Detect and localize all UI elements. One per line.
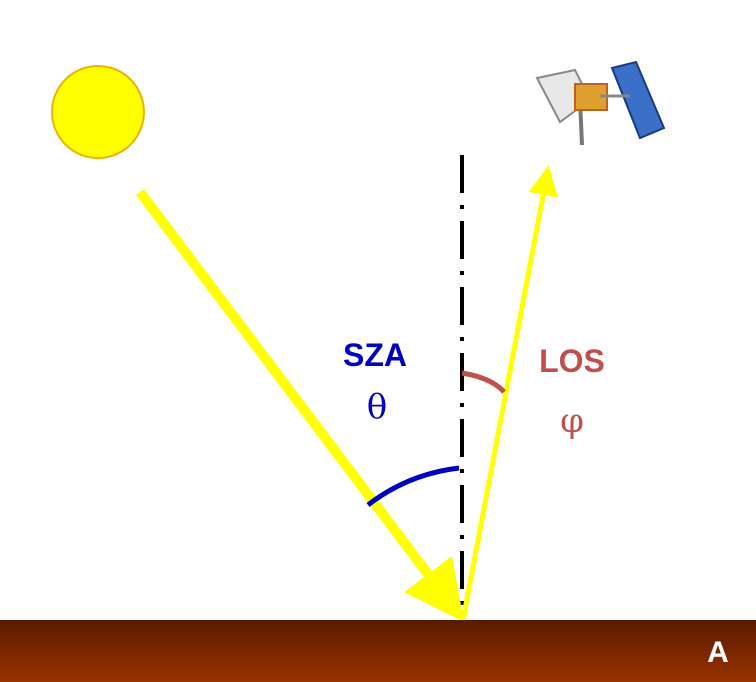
sza-label: SZA — [343, 337, 407, 373]
satellite — [537, 62, 664, 145]
sza-arc — [368, 468, 459, 505]
sun — [52, 66, 144, 158]
los-label: LOS — [539, 343, 605, 379]
sun-ray — [140, 192, 446, 598]
phi-label: φ — [560, 401, 584, 441]
ground — [0, 620, 756, 682]
page: SZA θ LOS φ A (() => { const data = JSON… — [0, 0, 756, 682]
diagram: SZA θ LOS φ A — [0, 0, 756, 682]
los-arc — [462, 373, 504, 392]
line-of-sight — [463, 180, 546, 620]
point-label: A — [707, 636, 729, 669]
theta-label: θ — [367, 387, 387, 427]
